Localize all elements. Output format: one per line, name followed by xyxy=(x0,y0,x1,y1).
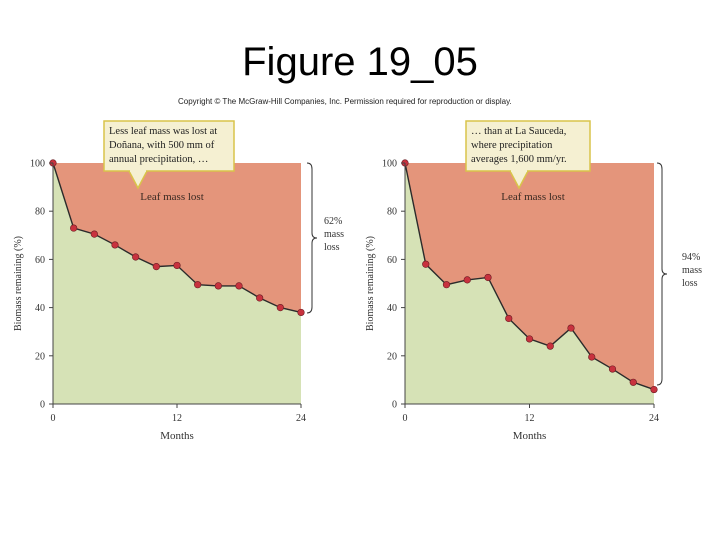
y-axis-label: Biomass remaining (%) xyxy=(13,236,24,331)
data-point xyxy=(194,281,202,289)
x-axis-label: Months xyxy=(160,430,194,442)
data-point xyxy=(214,282,222,290)
data-point xyxy=(111,241,119,249)
data-point xyxy=(90,230,98,238)
data-point xyxy=(132,253,140,261)
data-point xyxy=(567,324,575,332)
x-tick-label: 12 xyxy=(172,413,182,424)
region-label: Leaf mass lost xyxy=(501,191,565,203)
x-tick-label: 24 xyxy=(649,413,659,424)
data-point xyxy=(235,282,243,290)
page-title: Figure 19_05 xyxy=(242,40,478,84)
y-axis-label: Biomass remaining (%) xyxy=(365,236,376,331)
data-point xyxy=(297,308,305,317)
data-point xyxy=(588,353,596,361)
y-tick-label: 100 xyxy=(382,159,397,170)
y-tick-label: 0 xyxy=(392,400,397,411)
y-tick-label: 80 xyxy=(387,207,397,218)
y-tick-label: 20 xyxy=(35,351,45,362)
data-point xyxy=(70,224,78,232)
x-tick-label: 0 xyxy=(403,413,408,424)
callout-text: Less leaf mass was lost at xyxy=(109,126,217,137)
data-point xyxy=(173,261,181,270)
callout-joint xyxy=(511,169,527,172)
data-point xyxy=(505,314,513,323)
data-point xyxy=(256,294,264,302)
callout-box xyxy=(465,120,591,172)
x-axis-label: Months xyxy=(513,430,547,442)
data-point xyxy=(525,335,534,343)
data-point xyxy=(650,385,658,394)
callout-text: where precipitation xyxy=(471,140,553,151)
data-point xyxy=(442,281,451,289)
y-tick-label: 40 xyxy=(35,303,45,314)
data-point xyxy=(484,273,492,282)
mass-loss-bracket xyxy=(306,162,318,314)
chart-panel-1: 0 20 40 60 80 100 0 12 24 Months Biomass remaining… xyxy=(13,120,344,442)
chart-panel-2: 0 20 40 60 80 100 0 12 24 Months Biomass remaining… xyxy=(365,120,702,442)
y-tick-label: 0 xyxy=(40,400,45,411)
mass-loss-label: mass xyxy=(324,229,344,240)
data-point xyxy=(152,263,160,271)
copyright-notice: Copyright © The McGraw-Hill Companies, I… xyxy=(178,97,512,106)
y-tick-label: 60 xyxy=(35,255,45,266)
mass-loss-label: 62% xyxy=(324,216,342,227)
y-tick-label: 60 xyxy=(387,255,397,266)
data-point xyxy=(546,342,554,350)
y-tick-label: 80 xyxy=(35,207,45,218)
data-point xyxy=(276,304,284,312)
remaining-region xyxy=(53,163,301,404)
x-tick-label: 12 xyxy=(525,413,535,424)
callout-joint xyxy=(130,169,146,172)
callout-box xyxy=(103,120,235,172)
region-label: Leaf mass lost xyxy=(140,191,204,203)
mass-loss-label: mass xyxy=(682,265,702,276)
y-tick-label: 40 xyxy=(387,303,397,314)
x-tick-label: 24 xyxy=(296,413,306,424)
mass-loss-label: loss xyxy=(324,242,340,253)
data-point xyxy=(608,365,617,373)
callout-text: … than at La Sauceda, xyxy=(471,126,566,137)
y-tick-label: 20 xyxy=(387,351,397,362)
callout-text: annual precipitation, … xyxy=(109,154,208,165)
callout-text: averages 1,600 mm/yr. xyxy=(471,154,567,165)
data-point xyxy=(463,276,471,284)
x-tick-label: 0 xyxy=(51,413,56,424)
data-point xyxy=(629,378,637,386)
mass-loss-label: 94% xyxy=(682,252,700,263)
data-point xyxy=(422,260,430,268)
remaining-region xyxy=(405,163,654,404)
callout-text: Doñana, with 500 mm of xyxy=(109,140,215,151)
mass-loss-label: loss xyxy=(682,278,698,289)
y-tick-label: 100 xyxy=(30,159,45,170)
mass-loss-bracket xyxy=(656,162,668,386)
